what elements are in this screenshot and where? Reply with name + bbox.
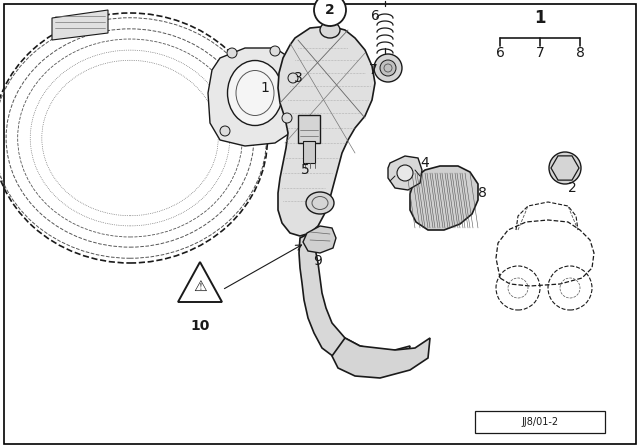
- Circle shape: [220, 126, 230, 136]
- Circle shape: [270, 46, 280, 56]
- Text: 6: 6: [371, 9, 380, 23]
- Polygon shape: [52, 10, 108, 40]
- Text: ⚠: ⚠: [193, 279, 207, 293]
- Text: JJ8/01-2: JJ8/01-2: [522, 417, 559, 427]
- Text: 2: 2: [568, 181, 577, 195]
- Circle shape: [314, 0, 346, 26]
- Ellipse shape: [320, 22, 340, 38]
- Polygon shape: [388, 156, 422, 190]
- Polygon shape: [303, 226, 336, 253]
- Text: 5: 5: [301, 163, 309, 177]
- Circle shape: [282, 113, 292, 123]
- Text: 10: 10: [190, 319, 210, 333]
- Polygon shape: [178, 262, 222, 302]
- Circle shape: [549, 152, 581, 184]
- Text: 3: 3: [294, 71, 302, 85]
- Circle shape: [288, 73, 298, 83]
- Bar: [298, 115, 320, 143]
- Polygon shape: [410, 166, 478, 230]
- Polygon shape: [332, 338, 430, 378]
- Circle shape: [380, 60, 396, 76]
- Text: 9: 9: [314, 254, 323, 268]
- Text: 6: 6: [495, 46, 504, 60]
- Text: 4: 4: [420, 156, 429, 170]
- Ellipse shape: [306, 192, 334, 214]
- Text: 1: 1: [534, 9, 546, 27]
- Text: 1: 1: [260, 81, 269, 95]
- Polygon shape: [299, 233, 410, 366]
- Text: 8: 8: [575, 46, 584, 60]
- Circle shape: [397, 165, 413, 181]
- Ellipse shape: [227, 60, 282, 125]
- Text: 8: 8: [477, 186, 486, 200]
- Polygon shape: [208, 48, 295, 146]
- Text: 7: 7: [369, 63, 378, 77]
- Circle shape: [557, 160, 573, 176]
- Text: 2: 2: [325, 3, 335, 17]
- Circle shape: [374, 54, 402, 82]
- Bar: [475, 411, 605, 433]
- Text: 7: 7: [536, 46, 545, 60]
- Bar: [303, 141, 315, 163]
- Circle shape: [227, 48, 237, 58]
- Polygon shape: [278, 26, 375, 236]
- Polygon shape: [551, 156, 579, 180]
